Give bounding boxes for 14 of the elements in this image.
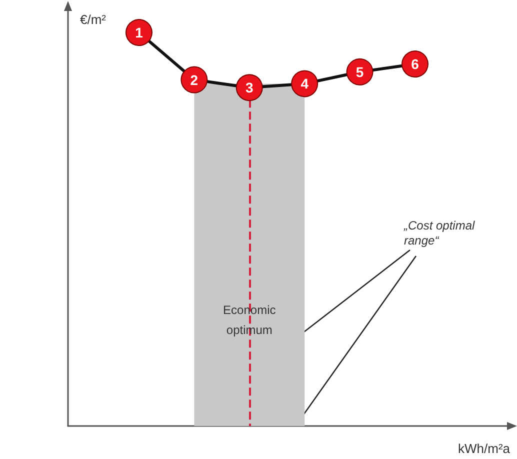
point	[180, 66, 208, 94]
point	[402, 50, 428, 78]
point	[126, 19, 152, 46]
x-tick-label: 1	[135, 24, 144, 41]
x-axis-title: kWh/m²a	[458, 441, 511, 456]
y-axis-title: €/m²	[80, 12, 107, 27]
x-tick-label: 2	[190, 72, 198, 88]
point	[291, 70, 318, 98]
point	[236, 74, 263, 102]
x-tick-label: 3	[246, 80, 254, 96]
annotation: „Cost optimal range“	[403, 218, 476, 248]
x-tick-label: 6	[411, 56, 420, 72]
x-tick-label: 5	[356, 64, 364, 80]
x-tick-label: 4	[300, 76, 309, 92]
